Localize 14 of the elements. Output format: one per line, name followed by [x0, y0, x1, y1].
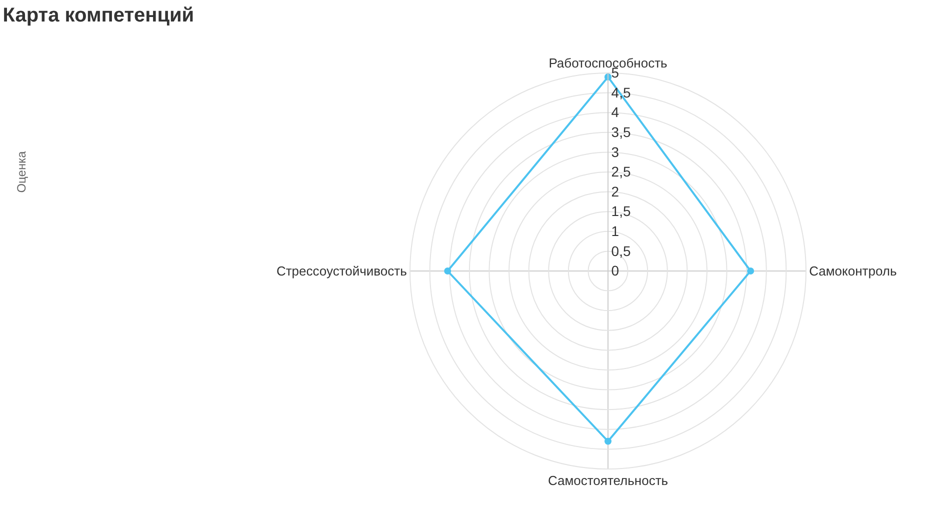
text: Карта компетенций [2, 4, 194, 27]
spoke-label: Стрессоустойчивость [276, 264, 408, 279]
text: Оценка [14, 150, 28, 193]
y-tick-label: 4 [611, 104, 620, 120]
spoke-label: Самостоятельность [548, 473, 668, 488]
y-tick-label: 3,5 [611, 124, 631, 140]
y-tick-label: 1,5 [611, 203, 631, 220]
spoke-label: Самоконтроль [809, 264, 897, 279]
y-tick-label: 2,5 [611, 164, 631, 180]
y-tick-label: 3 [611, 144, 620, 160]
y-tick-label: 0 [611, 262, 620, 279]
y-tick-label: 1 [611, 222, 620, 239]
y-tick-label: 2 [611, 183, 620, 200]
y-tick-label: 0,5 [611, 242, 631, 259]
